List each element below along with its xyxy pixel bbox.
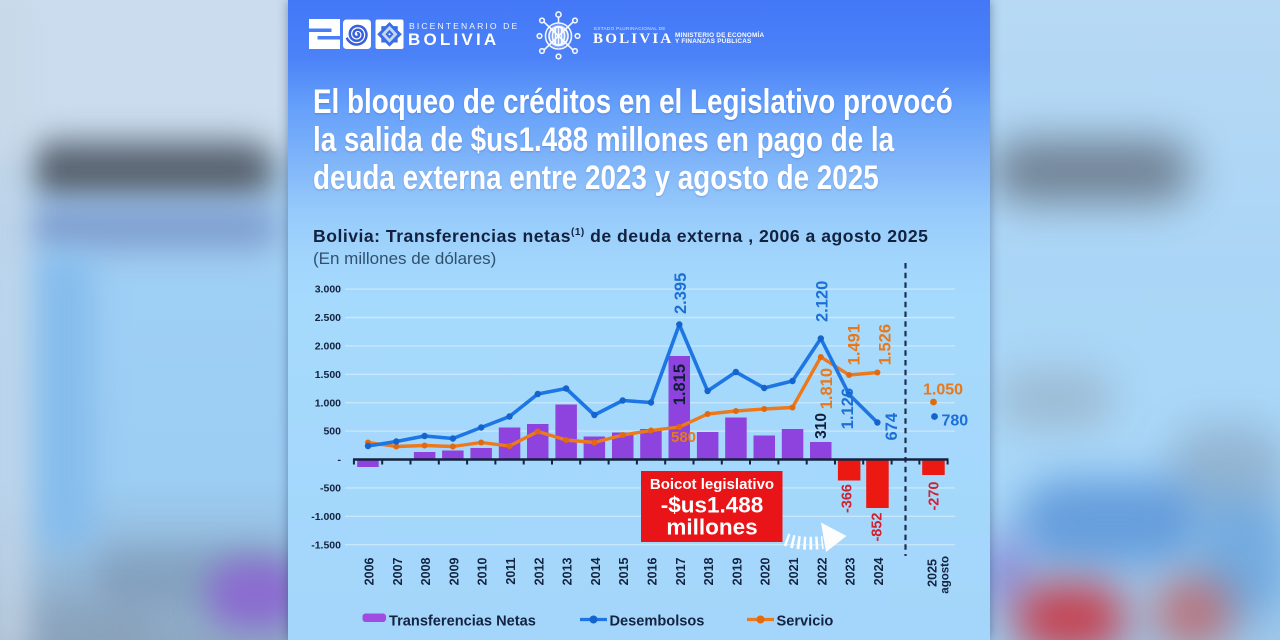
svg-text:2013: 2013 xyxy=(561,557,575,585)
svg-text:1.050: 1.050 xyxy=(923,382,963,399)
svg-text:2020: 2020 xyxy=(759,557,773,585)
svg-text:2024: 2024 xyxy=(872,557,886,585)
svg-text:780: 780 xyxy=(942,413,969,430)
svg-text:1.810: 1.810 xyxy=(818,368,836,409)
svg-text:2.000: 2.000 xyxy=(315,341,341,353)
svg-text:1.491: 1.491 xyxy=(846,324,864,365)
svg-text:3.000: 3.000 xyxy=(315,284,341,296)
svg-text:2022: 2022 xyxy=(815,557,829,585)
svg-text:2007: 2007 xyxy=(391,557,405,585)
svg-text:agosto: agosto xyxy=(940,556,952,594)
svg-text:-852: -852 xyxy=(870,513,886,542)
svg-text:2017: 2017 xyxy=(674,557,688,585)
svg-text:2016: 2016 xyxy=(646,557,660,585)
svg-text:2025: 2025 xyxy=(926,559,940,587)
svg-text:310: 310 xyxy=(813,413,830,439)
svg-text:-1.500: -1.500 xyxy=(311,539,341,551)
svg-text:millones: millones xyxy=(666,515,757,540)
svg-text:2010: 2010 xyxy=(476,557,490,585)
svg-text:2009: 2009 xyxy=(447,557,461,585)
svg-text:Servicio: Servicio xyxy=(777,614,834,630)
svg-text:-: - xyxy=(338,454,342,466)
svg-text:2023: 2023 xyxy=(844,557,858,585)
svg-text:1.000: 1.000 xyxy=(315,397,341,409)
svg-text:-$us1.488: -$us1.488 xyxy=(661,493,764,518)
svg-text:2008: 2008 xyxy=(419,557,433,585)
svg-text:Desembolsos: Desembolsos xyxy=(610,614,705,630)
svg-text:2021: 2021 xyxy=(787,557,801,585)
svg-text:2.395: 2.395 xyxy=(672,273,690,314)
svg-text:2018: 2018 xyxy=(702,557,716,585)
svg-text:2014: 2014 xyxy=(589,557,603,585)
svg-text:2.500: 2.500 xyxy=(315,312,341,324)
svg-text:1.500: 1.500 xyxy=(315,369,341,381)
svg-text:2015: 2015 xyxy=(617,557,631,585)
svg-text:674: 674 xyxy=(883,412,901,440)
svg-text:2011: 2011 xyxy=(504,557,518,584)
svg-text:580: 580 xyxy=(671,429,696,446)
svg-text:Boicot legislativo: Boicot legislativo xyxy=(650,476,774,493)
svg-text:1.126: 1.126 xyxy=(839,388,857,429)
svg-text:2012: 2012 xyxy=(532,557,546,585)
svg-text:2019: 2019 xyxy=(730,557,744,585)
svg-text:-1.000: -1.000 xyxy=(311,511,341,523)
svg-text:1.815: 1.815 xyxy=(671,364,689,405)
svg-text:-270: -270 xyxy=(927,482,943,511)
svg-text:2.120: 2.120 xyxy=(814,281,832,322)
svg-text:1.526: 1.526 xyxy=(877,324,895,365)
svg-text:2006: 2006 xyxy=(363,557,377,585)
svg-text:-366: -366 xyxy=(840,484,856,513)
svg-text:Transferencias Netas: Transferencias Netas xyxy=(389,614,536,630)
svg-text:-500: -500 xyxy=(320,483,341,495)
svg-text:500: 500 xyxy=(323,426,341,438)
